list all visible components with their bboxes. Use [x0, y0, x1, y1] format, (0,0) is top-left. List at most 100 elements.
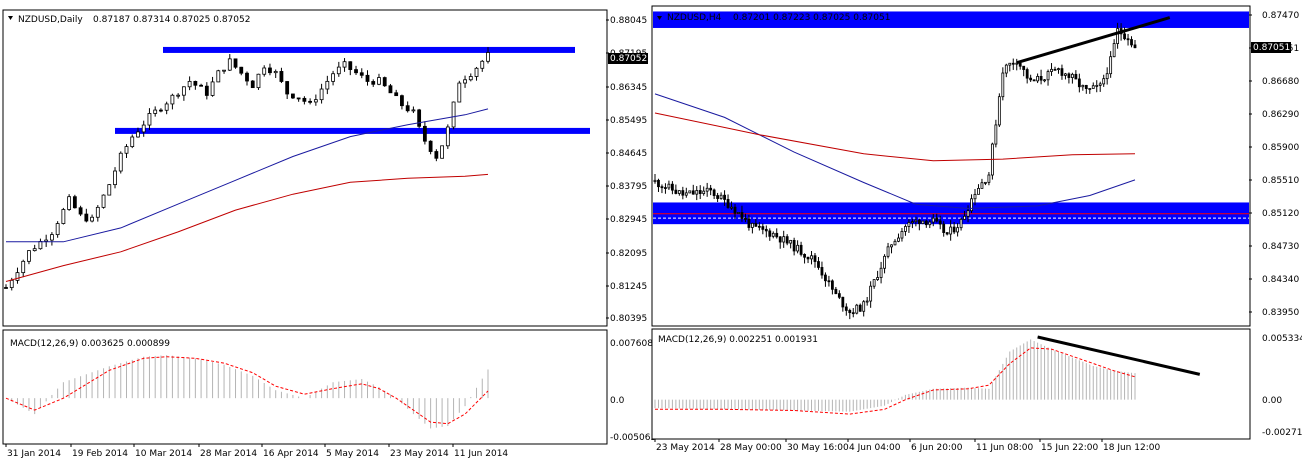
candle-body	[952, 226, 956, 233]
candle-body	[723, 194, 726, 200]
candle-body	[754, 222, 758, 227]
candle-body	[1050, 68, 1053, 72]
candle-body	[792, 239, 796, 252]
candle-body	[970, 198, 973, 212]
right-current-price: 0.87051	[1253, 43, 1290, 53]
candle-body	[904, 226, 907, 232]
candle-body	[382, 77, 387, 87]
candle-body	[319, 88, 324, 101]
candle-body	[931, 217, 935, 223]
x-tick-label: 28 May 00:00	[720, 443, 782, 453]
candle-body	[187, 80, 192, 88]
macd-tick-label: -0.00271	[1262, 428, 1302, 438]
price-tick-label: 0.84340	[1262, 275, 1299, 285]
candle-body	[107, 184, 112, 196]
price-tick-label: 0.82095	[610, 249, 647, 259]
candle-body	[78, 207, 83, 215]
x-tick-label: 30 May 16:00	[787, 443, 849, 453]
candle-body	[474, 67, 479, 77]
sr-zone	[115, 127, 590, 134]
candle-body	[457, 82, 462, 103]
candle-body	[726, 199, 730, 208]
candle-body	[256, 73, 261, 89]
candle-body	[84, 213, 89, 222]
candle-body	[1022, 65, 1026, 70]
left-current-price: 0.87052	[610, 54, 647, 64]
right-ema-red-line	[654, 112, 1136, 162]
candle-body	[764, 228, 768, 232]
candle-body	[973, 193, 977, 200]
candle-body	[308, 100, 313, 103]
candle-body	[959, 218, 963, 229]
candle-body	[688, 190, 692, 194]
candle-body	[1032, 79, 1036, 82]
candle-body	[61, 209, 66, 224]
candle-body	[750, 222, 754, 228]
candle-body	[400, 95, 404, 107]
candle-body	[813, 255, 817, 262]
candle-body	[348, 61, 353, 70]
candle-body	[730, 206, 733, 209]
candle-body	[994, 124, 998, 145]
candle-body	[865, 300, 869, 303]
price-tick-label: 0.81245	[610, 282, 647, 292]
candle-body	[827, 280, 831, 283]
candle-body	[872, 279, 876, 287]
candle-body	[935, 217, 939, 222]
candle-body	[945, 232, 949, 235]
candle-body	[245, 72, 249, 82]
candle-body	[371, 81, 376, 85]
candle-body	[799, 244, 803, 255]
price-tick-label: 0.83795	[610, 182, 647, 192]
candle-body	[677, 190, 681, 194]
candle-body	[1116, 28, 1120, 44]
candle-body	[897, 237, 900, 242]
right-dropdown-icon[interactable]	[657, 16, 662, 20]
candle-body	[890, 244, 893, 248]
candle-body	[1077, 78, 1081, 88]
candle-body	[1133, 44, 1137, 49]
candle-body	[883, 255, 886, 269]
candle-body	[222, 69, 226, 72]
macd-tick-label: 0.007608	[610, 339, 653, 349]
x-tick-label: 10 Mar 2014	[135, 449, 192, 459]
candle-body	[712, 189, 716, 196]
candle-body	[239, 66, 244, 74]
right-candles	[653, 22, 1137, 320]
candle-body	[141, 124, 146, 133]
left-dropdown-icon[interactable]	[8, 16, 13, 20]
candle-body	[1067, 73, 1071, 78]
x-tick-label: 4 Jun 04:00	[849, 443, 901, 453]
candle-body	[250, 80, 255, 89]
candle-body	[1004, 64, 1008, 74]
candle-body	[233, 58, 238, 68]
candle-body	[147, 113, 152, 126]
candle-body	[907, 222, 911, 227]
candle-body	[740, 212, 744, 219]
macd-tick-label: 0.005334	[1262, 334, 1302, 344]
price-tick-label: 0.83950	[1262, 308, 1299, 318]
candle-body	[924, 220, 928, 226]
candle-body	[987, 174, 991, 183]
macd-tick-label: 0.0	[610, 396, 625, 406]
right-trendlines	[1016, 16, 1201, 376]
left-price-frame	[2, 9, 608, 327]
candle-body	[984, 181, 987, 184]
right-ema-blue-line	[654, 93, 1136, 210]
candle-body	[691, 190, 695, 195]
candle-body	[176, 94, 181, 97]
candle-body	[1098, 83, 1102, 86]
candle-body	[44, 239, 49, 242]
price-tick-label: 0.85120	[1262, 209, 1299, 219]
candle-body	[170, 94, 175, 105]
candle-body	[1053, 68, 1057, 71]
candle-body	[684, 192, 688, 196]
candle-body	[216, 70, 221, 83]
x-tick-label: 19 Feb 2014	[72, 449, 128, 459]
candle-body	[55, 223, 60, 236]
candle-body	[810, 255, 813, 260]
candle-body	[411, 109, 416, 112]
candle-body	[844, 306, 848, 311]
right-macd-ticks: 0.005334 0.00 -0.00271	[1262, 334, 1302, 438]
candle-body	[900, 231, 904, 239]
